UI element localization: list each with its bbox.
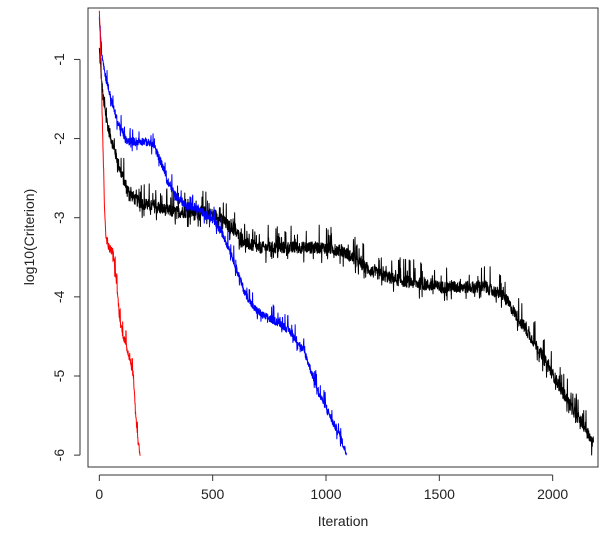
plot-frame bbox=[87, 7, 599, 468]
x-axis: 0 500 1000 1500 2000 bbox=[95, 474, 568, 502]
y-tick-label: -6 bbox=[51, 449, 67, 462]
x-tick-label: 2000 bbox=[537, 486, 568, 502]
x-tick-label: 0 bbox=[95, 486, 103, 502]
series-line bbox=[98, 47, 594, 456]
series-line bbox=[98, 16, 347, 456]
y-tick-label: -2 bbox=[51, 132, 67, 145]
y-axis-title: log10(Criterion) bbox=[21, 189, 37, 285]
x-tick-label: 1000 bbox=[310, 486, 341, 502]
series-layer bbox=[98, 10, 594, 456]
y-tick-label: -3 bbox=[51, 211, 67, 224]
x-tick-label: 500 bbox=[201, 486, 225, 502]
y-axis: -1 -2 -3 -4 -5 -6 bbox=[51, 53, 81, 462]
series-line bbox=[98, 10, 141, 456]
y-tick-label: -1 bbox=[51, 53, 67, 66]
y-tick-label: -4 bbox=[51, 290, 67, 303]
x-axis-title: Iteration bbox=[318, 513, 369, 529]
y-tick-label: -5 bbox=[51, 370, 67, 383]
x-tick-label: 1500 bbox=[424, 486, 455, 502]
